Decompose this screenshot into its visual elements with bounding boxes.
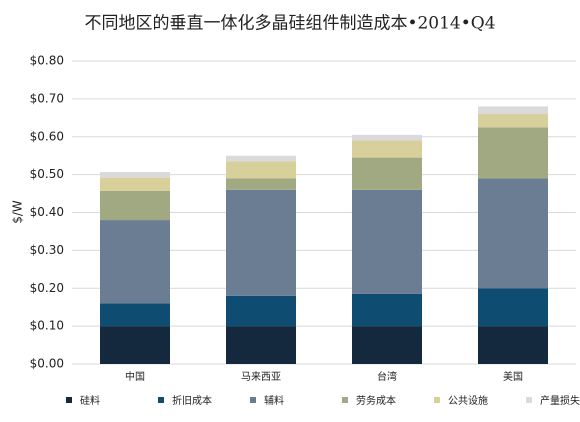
bar-segment (478, 106, 548, 115)
bar-segment (226, 178, 296, 190)
legend-swatch (342, 397, 348, 403)
y-tick-label: $0.10 (30, 319, 64, 333)
bar-segment (226, 161, 296, 179)
bar-segment (100, 190, 170, 221)
legend-label: 辅料 (264, 394, 284, 407)
bar-segment (478, 127, 548, 179)
legend-swatch (250, 397, 256, 403)
bar-segment (352, 326, 422, 364)
bar-segment (352, 134, 422, 141)
x-tick-label: 美国 (503, 370, 523, 383)
legend-swatch (434, 397, 440, 403)
y-axis-label: $/W (11, 200, 25, 224)
bar-segment (478, 326, 548, 364)
bar-segment (100, 177, 170, 191)
bar-segment (478, 288, 548, 327)
bar-segment (226, 155, 296, 162)
y-tick-label: $0.60 (30, 129, 64, 143)
y-tick-label: $0.30 (30, 243, 64, 257)
x-tick-label: 马来西亚 (241, 371, 281, 383)
y-tick-label: $0.50 (30, 167, 64, 181)
legend-label: 产量损失 (540, 394, 580, 407)
y-tick-label: $0.70 (30, 91, 64, 105)
legend-label: 硅料 (80, 394, 100, 407)
bar-segment (226, 326, 296, 364)
bar-segment (352, 140, 422, 158)
bar-segment (352, 189, 422, 294)
bar-segment (226, 189, 296, 296)
bar-segment (478, 178, 548, 289)
bar-segment (100, 303, 170, 327)
bar-segment (100, 220, 170, 304)
legend-swatch (526, 397, 532, 403)
legend-swatch (158, 397, 164, 403)
x-tick-label: 中国 (125, 370, 145, 383)
legend-label: 劳务成本 (356, 394, 396, 407)
bar-segment (352, 293, 422, 327)
bar-segment (226, 295, 296, 327)
bar-segment (352, 157, 422, 190)
bar-segment (478, 114, 548, 128)
y-tick-label: $0.20 (30, 281, 64, 295)
bar-segment (100, 326, 170, 364)
y-tick-label: $0.80 (30, 54, 64, 68)
bar-segment (100, 171, 170, 178)
legend-label: 公共设施 (448, 394, 488, 407)
x-tick-label: 台湾 (377, 370, 397, 383)
legend-swatch (66, 397, 72, 403)
legend-label: 折旧成本 (172, 394, 212, 407)
chart-title: 不同地区的垂直一体化多晶硅组件制造成本•2014•Q4 (84, 14, 495, 34)
y-tick-label: $0.40 (30, 205, 64, 219)
y-tick-label: $0.00 (30, 357, 64, 371)
